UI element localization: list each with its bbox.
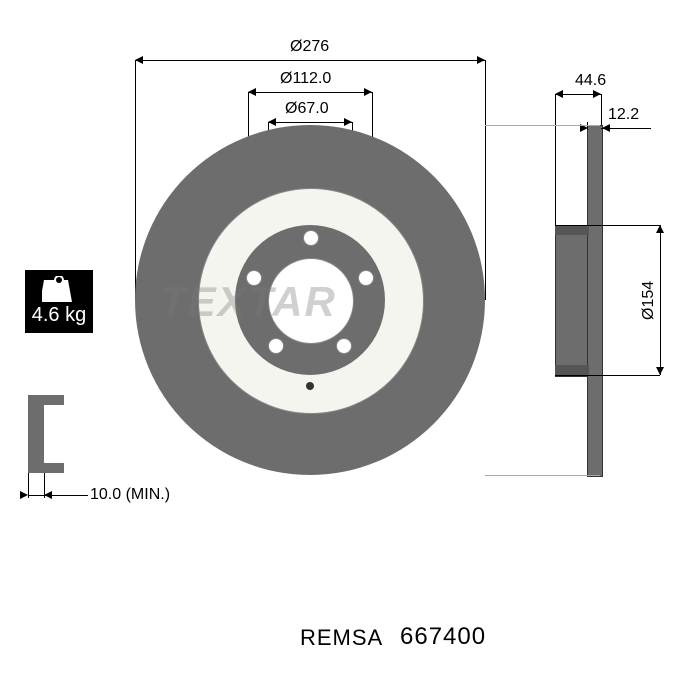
ext-line	[485, 125, 600, 126]
dim-line	[660, 225, 661, 375]
brand-label: REMSA	[300, 625, 383, 651]
ext-line	[135, 60, 136, 300]
weight-unit: kg	[65, 304, 86, 326]
weight-value: 4.6	[32, 304, 60, 326]
arrow	[555, 90, 563, 98]
weight-indicator: 4.6 kg	[25, 270, 93, 333]
bolt-hole	[268, 338, 284, 354]
arrow	[44, 491, 52, 499]
dim-hub-height: Ø154	[640, 281, 658, 320]
part-number: 667400	[400, 623, 486, 651]
ext-line	[555, 94, 556, 225]
ext-line	[555, 225, 660, 226]
arrow	[593, 90, 601, 98]
weight-icon	[42, 276, 76, 302]
arrow	[248, 88, 256, 96]
dim-bolt-circle: Ø112.0	[280, 70, 331, 88]
locating-pin-hole	[306, 382, 314, 390]
drawing-canvas: Ø276 Ø112.0 Ø67.0 TEXTAR 44.6	[0, 0, 700, 700]
brake-disc-side	[555, 125, 615, 475]
arrow	[20, 491, 28, 499]
arrow	[364, 88, 372, 96]
dim-thickness: 12.2	[608, 106, 639, 124]
bolt-hole	[336, 338, 352, 354]
dim-line	[268, 122, 352, 123]
ext-line	[601, 94, 602, 125]
dim-hub-bore: Ø67.0	[285, 100, 329, 118]
dim-offset: 44.6	[575, 72, 606, 90]
arrow	[656, 367, 664, 375]
dim-line	[135, 60, 485, 61]
arrow	[656, 225, 664, 233]
dim-min-thickness: 10.0 (MIN.)	[90, 486, 170, 504]
ext-line	[485, 475, 600, 476]
bolt-hole	[303, 230, 319, 246]
ext-line	[44, 473, 45, 498]
dim-outer-diameter: Ø276	[290, 38, 329, 56]
watermark-text: TEXTAR	[160, 278, 337, 326]
ext-line	[28, 473, 29, 498]
ext-line	[485, 60, 486, 300]
arrow	[344, 118, 352, 126]
arrow	[135, 56, 143, 64]
bolt-hole	[358, 270, 374, 286]
dim-line	[28, 495, 88, 496]
arrow	[477, 56, 485, 64]
dim-line	[248, 92, 372, 93]
arrow	[602, 124, 610, 132]
ext-line	[555, 375, 660, 376]
ext-line	[587, 122, 588, 130]
arrow	[268, 118, 276, 126]
min-thickness-gauge	[28, 395, 68, 475]
